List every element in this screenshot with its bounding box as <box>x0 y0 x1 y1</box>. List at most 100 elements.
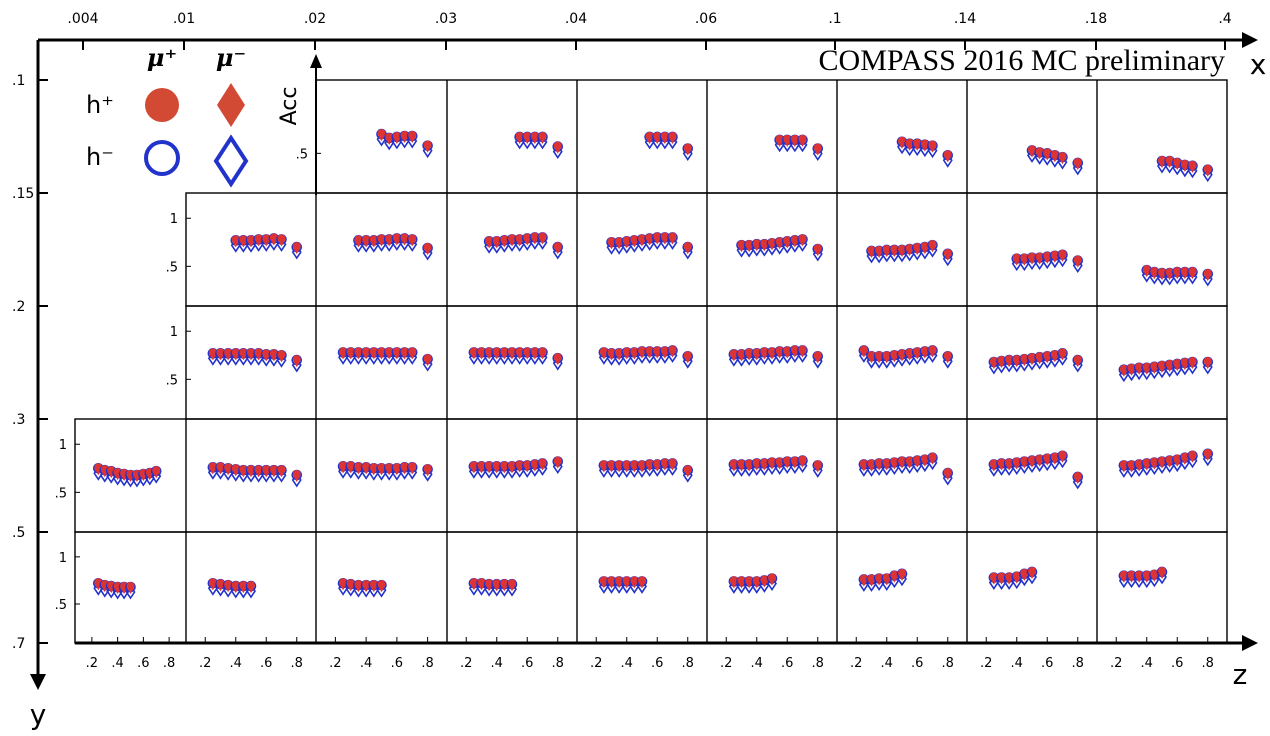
mark-mu-plus-h-plus <box>1158 566 1166 575</box>
mark-mu-plus-h-plus <box>1188 357 1197 366</box>
mark-mu-plus-h-plus <box>538 458 547 467</box>
mark-mu-plus-h-plus <box>867 245 876 254</box>
z-tick-label: .2 <box>199 656 211 671</box>
mark-mu-plus-h-plus <box>1012 457 1021 466</box>
mark-mu-plus-h-plus <box>385 463 394 472</box>
chart-title: COMPASS 2016 MC preliminary <box>819 44 1225 77</box>
mark-mu-plus-h-plus <box>882 351 891 360</box>
mark-mu-plus-h-plus <box>928 452 937 461</box>
mark-mu-plus-h-plus <box>423 354 432 363</box>
acc-axis: Acc <box>277 54 322 195</box>
mark-mu-plus-h-plus <box>1127 363 1136 372</box>
mark-mu-plus-h-plus <box>768 573 776 582</box>
mark-mu-plus-h-plus <box>239 581 248 590</box>
mark-mu-plus-h-plus <box>377 129 386 138</box>
mark-mu-plus-h-plus <box>813 351 822 360</box>
mark-mu-plus-h-plus <box>400 462 409 471</box>
mark-mu-plus-h-plus <box>377 234 386 243</box>
mark-mu-plus-h-plus <box>668 232 677 241</box>
z-tick-label: .2 <box>720 656 732 671</box>
mark-mu-plus-h-plus <box>362 580 371 589</box>
mark-mu-plus-h-plus <box>645 131 654 140</box>
mark-mu-plus-h-plus <box>1203 357 1212 366</box>
mark-mu-plus-h-plus <box>247 581 255 590</box>
mark-mu-plus-h-plus <box>898 349 906 358</box>
acc-tick-label: .5 <box>166 373 178 388</box>
mark-mu-plus-h-plus <box>216 462 225 471</box>
mark-mu-plus-h-plus <box>477 461 486 470</box>
mark-mu-plus-h-plus <box>1150 569 1159 578</box>
mark-mu-plus-h-plus <box>813 244 822 253</box>
mark-mu-plus-h-plus <box>269 465 278 474</box>
mark-mu-plus-h-plus <box>775 346 784 355</box>
z-tick-label: .8 <box>812 656 824 671</box>
panel-grid <box>74 79 1228 644</box>
mark-mu-plus-h-plus <box>247 465 255 474</box>
mark-mu-plus-h-plus <box>1005 572 1014 581</box>
mark-mu-plus-h-plus <box>1035 454 1044 463</box>
z-tick-label: .4 <box>1011 656 1023 671</box>
mark-mu-plus-h-plus <box>1050 350 1059 359</box>
mark-mu-plus-h-plus <box>1180 159 1189 168</box>
mark-mu-plus-h-plus <box>775 134 784 143</box>
z-tick-label: .6 <box>1171 656 1183 671</box>
mark-mu-plus-h-plus <box>898 568 906 577</box>
mark-mu-plus-h-plus <box>737 459 746 468</box>
mark-mu-plus-h-plus <box>377 347 386 356</box>
mark-mu-plus-h-plus <box>152 466 161 475</box>
mark-mu-plus-h-plus <box>752 576 761 585</box>
mark-mu-plus-h-plus <box>615 576 624 585</box>
mark-mu-plus-h-plus <box>392 233 401 242</box>
mark-mu-plus-h-plus <box>630 460 639 469</box>
mark-mu-plus-h-plus <box>1005 458 1014 467</box>
mark-mu-plus-h-plus <box>400 233 409 242</box>
mark-mu-plus-h-plus <box>1158 360 1166 369</box>
z-tick-label: .4 <box>621 656 633 671</box>
mark-mu-plus-h-plus <box>423 140 432 149</box>
mark-mu-plus-h-plus <box>790 456 799 465</box>
mark-mu-plus-h-plus <box>1127 460 1136 469</box>
mark-mu-plus-h-plus <box>630 235 639 244</box>
mark-mu-plus-h-plus <box>683 351 692 360</box>
acc-axis-label: Acc <box>277 87 302 126</box>
mark-mu-plus-h-plus <box>1150 457 1159 466</box>
mark-mu-plus-h-plus <box>354 347 363 356</box>
mark-mu-plus-h-plus <box>553 141 562 150</box>
mark-mu-plus-h-plus <box>1073 471 1082 480</box>
mark-mu-plus-h-plus <box>262 349 271 358</box>
mark-mu-plus-h-plus <box>989 357 998 366</box>
mark-mu-plus-h-plus <box>997 356 1006 365</box>
mark-mu-plus-h-plus <box>269 349 278 358</box>
y-tick-label: .3 <box>12 412 25 428</box>
mark-mu-plus-h-plus <box>775 237 784 246</box>
mark-mu-plus-h-plus <box>354 580 363 589</box>
mark-mu-plus-h-plus <box>1020 253 1029 262</box>
mark-mu-plus-h-plus <box>239 348 248 357</box>
z-tick-label: .8 <box>552 656 564 671</box>
mark-mu-plus-h-plus <box>553 353 562 362</box>
panel-row-0 <box>315 79 1228 194</box>
mark-mu-plus-h-plus <box>408 462 417 471</box>
mark-mu-plus-h-plus <box>408 131 417 140</box>
mark-mu-plus-h-plus <box>500 461 509 470</box>
mark-mu-plus-h-plus <box>247 348 255 357</box>
mark-mu-plus-h-plus <box>997 572 1006 581</box>
mark-mu-plus-h-plus <box>1050 250 1059 259</box>
mark-mu-plus-h-plus <box>1028 566 1036 575</box>
mark-mu-plus-h-plus <box>292 242 301 251</box>
mark-mu-plus-h-plus <box>729 576 738 585</box>
mark-mu-plus-h-plus <box>607 460 616 469</box>
mark-mu-plus-h-plus <box>277 465 286 474</box>
legend-filled-diamond-icon <box>217 83 245 127</box>
acc-tick-label: 1 <box>59 438 67 453</box>
mark-mu-plus-h-plus <box>913 243 922 252</box>
z-tick-label: .2 <box>460 656 472 671</box>
mark-mu-plus-h-plus <box>392 463 401 472</box>
mark-mu-plus-h-plus <box>292 355 301 364</box>
mark-mu-plus-h-plus <box>615 237 624 246</box>
mark-mu-plus-h-plus <box>1043 148 1052 157</box>
mark-mu-plus-h-plus <box>392 347 401 356</box>
mark-mu-plus-h-plus <box>1180 267 1189 276</box>
mark-mu-plus-h-plus <box>1043 251 1052 260</box>
mark-mu-plus-h-plus <box>790 345 799 354</box>
